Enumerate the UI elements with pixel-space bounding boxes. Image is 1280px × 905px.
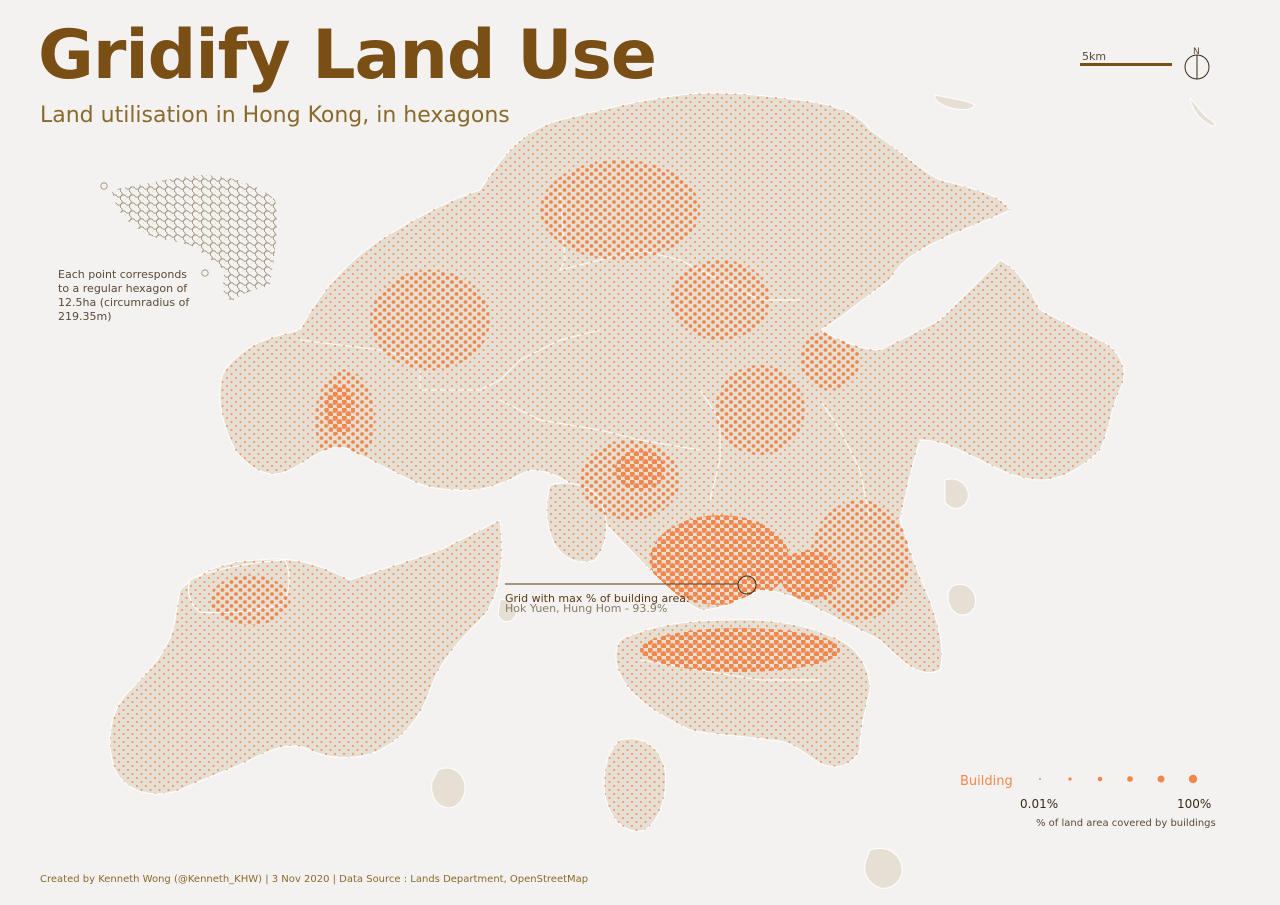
legend-scale xyxy=(1039,774,1198,784)
density-zone-kowloon xyxy=(650,515,790,605)
legend-dot-1 xyxy=(1039,778,1041,780)
density-zone-hk-north-shore xyxy=(640,628,840,672)
legend-dot-6 xyxy=(1188,774,1198,784)
density-zone-sheung-shui xyxy=(540,160,700,260)
density-zone-tung-chung xyxy=(210,575,290,625)
density-zone-kwun-tong xyxy=(780,550,840,600)
map-subtitle: Land utilisation in Hong Kong, in hexago… xyxy=(40,103,510,128)
legend-min-label: 0.01% xyxy=(1020,797,1059,811)
density-zone-kwai-chung xyxy=(615,450,665,490)
max-point-annotation xyxy=(505,575,757,595)
tap-mun-islet xyxy=(934,94,976,111)
inset-point xyxy=(100,182,108,190)
cheung-chau-island xyxy=(431,767,466,809)
legend-dot-4 xyxy=(1127,776,1133,782)
density-zone-yuen-long xyxy=(370,270,490,370)
legend-dot-2 xyxy=(1068,777,1072,781)
density-zone-tuen-mun-core xyxy=(325,385,355,435)
legend-caption: % of land area covered by buildings xyxy=(1036,818,1216,829)
inset-hexagon-map xyxy=(100,175,278,301)
sai-kung-islets xyxy=(944,478,969,509)
scale-label: 5km xyxy=(1082,50,1107,63)
credit-line: Created by Kenneth Wong (@Kenneth_KHW) |… xyxy=(40,874,589,885)
annotation-heading: Grid with max % of building area: xyxy=(505,592,690,605)
map-title: Gridify Land Use xyxy=(38,16,657,95)
density-zone-tai-po xyxy=(670,260,770,340)
scale-bar xyxy=(1080,63,1172,66)
density-zone-tseung-kwan-o xyxy=(810,500,910,620)
ma-wan-island xyxy=(497,599,517,623)
tung-lung-island xyxy=(947,583,977,616)
building-dots-heavy xyxy=(325,385,840,672)
max-point-marker xyxy=(737,575,757,595)
legend-dot-5 xyxy=(1157,775,1165,783)
north-arrow xyxy=(1184,54,1210,80)
density-zone-sai-kung xyxy=(800,330,860,390)
lamma-south-islet xyxy=(864,847,903,889)
scale-bar-line xyxy=(1080,63,1172,66)
density-zone-sha-tin xyxy=(715,365,805,455)
inset-note: Each point corresponds to a regular hexa… xyxy=(58,268,190,323)
legend-max-label: 100% xyxy=(1177,797,1212,811)
nw-islet xyxy=(1189,96,1216,127)
inset-sample-hexagon xyxy=(201,269,209,277)
annotation-detail: Hok Yuen, Hung Hom - 93.9% xyxy=(505,602,668,615)
legend-title: Building xyxy=(960,774,1013,789)
north-label: N xyxy=(1193,47,1200,57)
legend-dot-3 xyxy=(1097,776,1103,782)
inset-map-shape xyxy=(112,175,278,301)
